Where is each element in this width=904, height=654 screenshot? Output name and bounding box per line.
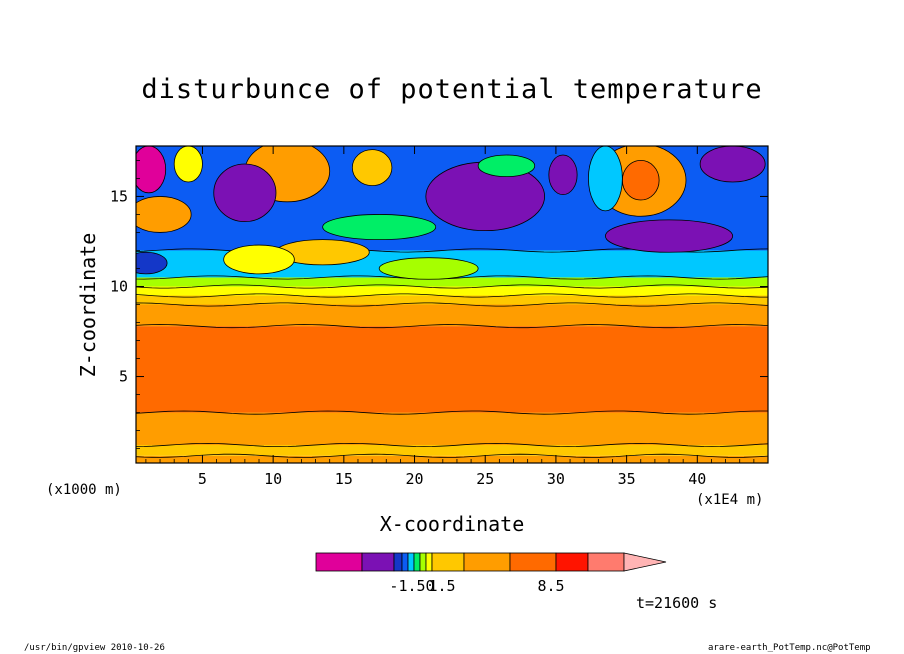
contour-field xyxy=(136,146,768,463)
contour-band xyxy=(136,286,768,296)
colorbar-label: 8.5 xyxy=(537,577,564,595)
contour-band xyxy=(136,326,768,413)
contour-blob xyxy=(378,257,479,280)
colorbar-label: -1.50 xyxy=(389,577,434,595)
colorbar-swatch xyxy=(555,552,589,572)
contour-band xyxy=(136,277,768,287)
colorbar-overflow-arrow xyxy=(623,552,667,572)
contour-line xyxy=(136,453,768,458)
x-unit-left: (x1000 m) xyxy=(46,482,122,498)
y-axis-label: Z-coordinate xyxy=(76,232,100,378)
contour-blob xyxy=(351,149,393,187)
colorbar-swatch xyxy=(463,552,511,572)
colorbar-swatch xyxy=(425,552,433,572)
contour-band xyxy=(136,444,768,456)
contour-blob xyxy=(136,196,192,233)
x-tick-label: 15 xyxy=(335,470,353,488)
x-tick-label: 40 xyxy=(688,470,706,488)
y-tick-label: 10 xyxy=(110,277,128,295)
colorbar-swatch xyxy=(401,552,409,572)
x-tick-label: 25 xyxy=(476,470,494,488)
colorbar-swatch xyxy=(509,552,557,572)
x-tick-label: 5 xyxy=(198,470,207,488)
contour-blob xyxy=(322,214,437,241)
colorbar-swatch xyxy=(419,552,427,572)
contour-blob xyxy=(136,251,168,275)
colorbar-swatch xyxy=(413,552,421,572)
axis-ticks: 5 10 15 20 25 30 35 40 5 10 15 xyxy=(110,146,768,488)
colorbar-swatch xyxy=(407,552,415,572)
colorbar-swatch xyxy=(315,552,363,572)
contour-blob xyxy=(223,244,295,275)
contour-blob xyxy=(173,146,203,183)
contour-band xyxy=(136,304,768,327)
contour-line xyxy=(136,293,768,298)
y-tick-label: 5 xyxy=(119,368,128,386)
colorbar-swatch xyxy=(393,552,403,572)
contour-blob xyxy=(548,154,578,196)
y-tick-label: 15 xyxy=(110,187,128,205)
x-tick-label: 20 xyxy=(406,470,424,488)
contour-blob xyxy=(588,146,623,212)
contour-blob xyxy=(605,219,734,253)
contour-line xyxy=(136,410,768,415)
colorbar: -1.501.5 8.5 xyxy=(315,552,667,595)
contour-line xyxy=(136,284,768,289)
colorbar-swatch xyxy=(587,552,625,572)
contour-band xyxy=(136,412,768,445)
contour-blob xyxy=(621,160,660,201)
x-tick-label: 35 xyxy=(618,470,636,488)
contour-blob xyxy=(213,163,277,223)
x-tick-label: 30 xyxy=(547,470,565,488)
contour-blob xyxy=(136,146,167,194)
contour-band xyxy=(136,455,768,463)
x-tick-label: 10 xyxy=(264,470,282,488)
chart-title: disturbunce of potential temperature xyxy=(141,74,763,105)
contour-band xyxy=(136,295,768,305)
contour-blob xyxy=(699,146,766,183)
x-unit-right: (x1E4 m) xyxy=(696,492,764,508)
contour-line xyxy=(136,324,768,329)
colorbar-label: 1.5 xyxy=(428,577,455,595)
x-axis-label: X-coordinate xyxy=(379,512,525,536)
colorbar-swatch xyxy=(361,552,395,572)
colorbar-swatch xyxy=(431,552,465,572)
contour-line xyxy=(136,302,768,307)
contour-line xyxy=(136,442,768,448)
footer-left: /usr/bin/gpview 2010-10-26 xyxy=(24,643,165,653)
time-label: t=21600 s xyxy=(636,594,718,612)
footer-right: arare-earth_PotTemp.nc@PotTemp xyxy=(708,643,871,653)
contour-blob xyxy=(477,154,536,178)
